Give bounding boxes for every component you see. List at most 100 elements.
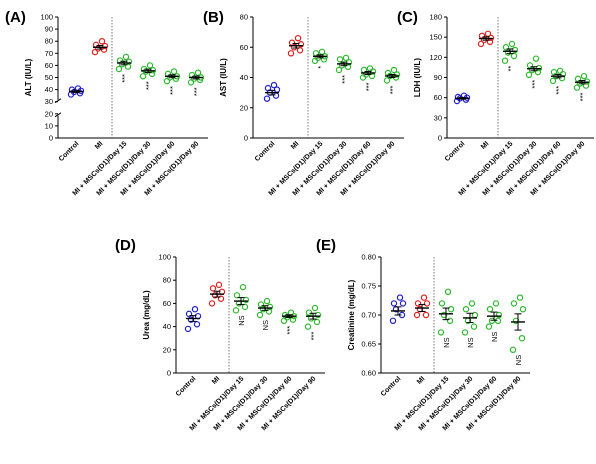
significance-label: *** — [285, 326, 294, 335]
panel-a: (A) 0 10 20 30 40 50 60 70 80 90 100 ALT (IU/L) Contr… — [5, 9, 208, 197]
y-tick-label: 100 — [158, 253, 171, 262]
x-tick-label: Control — [444, 140, 467, 163]
significance-label: NS — [466, 337, 475, 347]
data-point — [366, 65, 374, 72]
data-point — [297, 41, 305, 48]
y-axis-label: Creatinine (mg/dL) — [347, 279, 356, 350]
data-point — [257, 301, 265, 308]
data-point — [311, 57, 319, 65]
y-tick-label: 60 — [45, 61, 53, 70]
panel-letter: (A) — [5, 9, 26, 26]
data-point — [485, 323, 493, 330]
y-tick-label: 30 — [434, 113, 442, 122]
data-point — [390, 66, 398, 74]
data-point — [534, 68, 542, 76]
significance-label: *** — [364, 82, 373, 91]
data-point — [314, 311, 322, 319]
data-point — [98, 38, 106, 45]
data-point — [215, 281, 223, 289]
panel-letter: (E) — [316, 237, 336, 254]
y-tick-label: 30 — [45, 97, 53, 106]
y-tick-label: 50 — [45, 73, 53, 82]
y-tick-label: 0.70 — [361, 311, 376, 320]
y-tick-label: 60 — [434, 93, 442, 102]
y-tick-label: 10 — [45, 121, 53, 130]
data-point — [511, 46, 519, 54]
data-point — [446, 317, 454, 324]
significance-label: *** — [578, 93, 587, 102]
y-tick-label: 80 — [240, 13, 248, 22]
significance-label: NS — [490, 332, 499, 342]
y-tick-label: 20 — [45, 109, 53, 118]
data-point — [359, 74, 367, 81]
y-axis-label: AST (IU/L) — [219, 58, 228, 97]
data-point — [526, 62, 534, 69]
significance-label: *** — [168, 86, 177, 95]
y-tick-label: 40 — [45, 85, 53, 94]
y-tick-label: 0 — [49, 134, 53, 143]
data-point — [573, 84, 581, 91]
data-point — [399, 300, 407, 307]
significance-label: NS — [442, 337, 451, 347]
y-tick-label: 40 — [240, 73, 248, 82]
data-point — [440, 311, 448, 319]
y-tick-label: 20 — [163, 345, 171, 354]
significance-label: *** — [144, 81, 153, 90]
data-point — [516, 294, 524, 301]
x-tick-label: MI — [94, 140, 104, 150]
data-point — [342, 54, 350, 62]
significance-label: *** — [388, 85, 397, 94]
data-point — [518, 335, 526, 342]
significance-label: *** — [120, 74, 129, 83]
x-tick-label: Control — [175, 375, 198, 398]
data-point — [263, 95, 271, 102]
data-point — [115, 65, 123, 73]
significance-label: ** — [506, 66, 515, 72]
data-point — [287, 50, 295, 57]
data-point — [336, 56, 344, 63]
y-tick-label: 60 — [240, 43, 248, 52]
data-point — [389, 317, 397, 324]
y-tick-label: 150 — [429, 33, 442, 42]
x-tick-label: MI — [290, 140, 300, 150]
y-tick-label: 80 — [163, 276, 171, 285]
data-point — [484, 30, 492, 38]
data-point — [444, 288, 452, 295]
data-point — [304, 323, 312, 330]
data-point — [288, 39, 296, 46]
panel-e: (E) 0.60 0.65 0.70 0.75 0.80 Creatinine (mg/dL… — [316, 237, 530, 432]
data-point — [504, 49, 512, 56]
data-point — [422, 311, 430, 319]
significance-label: NS — [261, 320, 270, 330]
data-point — [272, 92, 280, 99]
data-point — [486, 306, 494, 313]
data-point — [296, 47, 304, 54]
data-point — [184, 325, 192, 333]
data-point — [232, 307, 240, 314]
data-point — [468, 300, 476, 307]
data-point — [423, 300, 431, 307]
data-point — [211, 292, 219, 299]
data-point — [239, 283, 247, 291]
data-point — [437, 329, 445, 336]
data-point — [266, 303, 274, 311]
x-tick-label: Control — [58, 140, 81, 163]
data-point — [256, 311, 264, 319]
data-point — [68, 86, 76, 93]
data-point — [318, 48, 326, 55]
y-tick-label: 0 — [244, 134, 248, 143]
x-tick-label: MI — [480, 140, 490, 150]
data-point — [580, 72, 588, 80]
significance-label: *** — [192, 87, 201, 96]
y-tick-label: 0.75 — [361, 282, 376, 291]
data-point — [187, 316, 195, 323]
data-point — [492, 300, 500, 307]
data-point — [510, 52, 518, 60]
data-point — [125, 58, 133, 65]
data-point — [502, 44, 510, 51]
data-point — [289, 316, 297, 323]
data-point — [574, 75, 582, 83]
y-tick-label: 0.65 — [361, 340, 376, 349]
